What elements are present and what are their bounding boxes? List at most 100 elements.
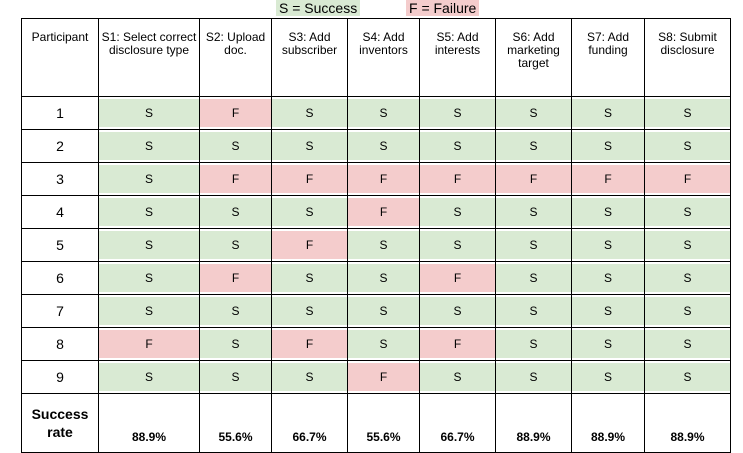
result-value: F [272, 330, 347, 358]
result-failure-cell: F [98, 327, 200, 361]
result-value: S [645, 297, 730, 325]
result-success-cell: S [495, 228, 572, 262]
result-value: F [200, 99, 271, 127]
result-value: S [496, 330, 571, 358]
result-success-cell: S [347, 129, 420, 163]
success-rate-value: 55.6% [199, 393, 272, 453]
result-value: F [348, 198, 419, 226]
result-success-cell: S [644, 195, 731, 229]
result-success-cell: S [644, 261, 731, 295]
success-rate-value: 88.9% [571, 393, 645, 453]
result-value: S [272, 99, 347, 127]
result-success-cell: S [98, 261, 200, 295]
result-success-cell: S [347, 261, 420, 295]
result-success-cell: S [571, 129, 645, 163]
result-success-cell: S [419, 129, 496, 163]
result-failure-cell: F [199, 261, 272, 295]
result-success-cell: S [495, 96, 572, 130]
result-success-cell: S [495, 261, 572, 295]
result-value: S [572, 99, 644, 127]
result-success-cell: S [644, 294, 731, 328]
result-success-cell: S [571, 228, 645, 262]
result-value: S [99, 165, 199, 193]
result-value: S [99, 99, 199, 127]
result-value: S [348, 264, 419, 292]
result-success-cell: S [271, 195, 348, 229]
result-success-cell: S [347, 96, 420, 130]
result-value: F [99, 330, 199, 358]
result-success-cell: S [495, 360, 572, 394]
result-value: S [200, 330, 271, 358]
participant-id: 1 [21, 96, 99, 130]
result-value: F [348, 363, 419, 391]
result-success-cell: S [347, 327, 420, 361]
result-success-cell: S [419, 360, 496, 394]
success-rate-value: 66.7% [271, 393, 348, 453]
result-value: S [348, 132, 419, 160]
result-success-cell: S [271, 294, 348, 328]
result-success-cell: S [347, 228, 420, 262]
result-failure-cell: F [571, 162, 645, 196]
result-value: S [572, 363, 644, 391]
result-value: S [645, 132, 730, 160]
participant-header: Participant [21, 18, 99, 97]
result-value: S [645, 363, 730, 391]
result-value: S [645, 264, 730, 292]
step-header: S1: Select correct disclosure type [98, 18, 200, 97]
result-value: S [420, 297, 495, 325]
result-value: S [496, 297, 571, 325]
legend: S = Success F = Failure [0, 0, 743, 18]
result-success-cell: S [495, 129, 572, 163]
result-success-cell: S [419, 195, 496, 229]
result-success-cell: S [271, 96, 348, 130]
step-header: S3: Add subscriber [271, 18, 348, 97]
result-success-cell: S [644, 96, 731, 130]
result-success-cell: S [644, 228, 731, 262]
result-success-cell: S [644, 360, 731, 394]
step-header: S2: Upload doc. [199, 18, 272, 97]
result-failure-cell: F [271, 162, 348, 196]
result-success-cell: S [271, 129, 348, 163]
result-failure-cell: F [271, 327, 348, 361]
result-success-cell: S [347, 294, 420, 328]
success-rate-value: 88.9% [495, 393, 572, 453]
legend-success: S = Success [276, 0, 361, 16]
result-value: S [645, 330, 730, 358]
result-success-cell: S [495, 294, 572, 328]
result-value: F [272, 165, 347, 193]
result-value: S [420, 363, 495, 391]
result-value: S [572, 297, 644, 325]
result-value: S [572, 132, 644, 160]
result-value: S [200, 231, 271, 259]
result-success-cell: S [98, 129, 200, 163]
result-success-cell: S [571, 195, 645, 229]
result-success-cell: S [271, 261, 348, 295]
result-success-cell: S [199, 195, 272, 229]
participant-id: 7 [21, 294, 99, 328]
result-success-cell: S [571, 360, 645, 394]
result-value: S [496, 264, 571, 292]
step-header: S5: Add interests [419, 18, 496, 97]
result-value: S [272, 264, 347, 292]
result-value: S [200, 132, 271, 160]
result-success-cell: S [98, 360, 200, 394]
result-success-cell: S [644, 129, 731, 163]
result-success-cell: S [495, 195, 572, 229]
result-value: S [645, 99, 730, 127]
result-value: F [420, 165, 495, 193]
result-value: S [348, 297, 419, 325]
result-failure-cell: F [495, 162, 572, 196]
result-value: S [272, 297, 347, 325]
result-success-cell: S [199, 294, 272, 328]
result-success-cell: S [419, 294, 496, 328]
success-rate-row: Success rate 88.9% 55.6% 66.7% 55.6% 66.… [21, 393, 731, 453]
